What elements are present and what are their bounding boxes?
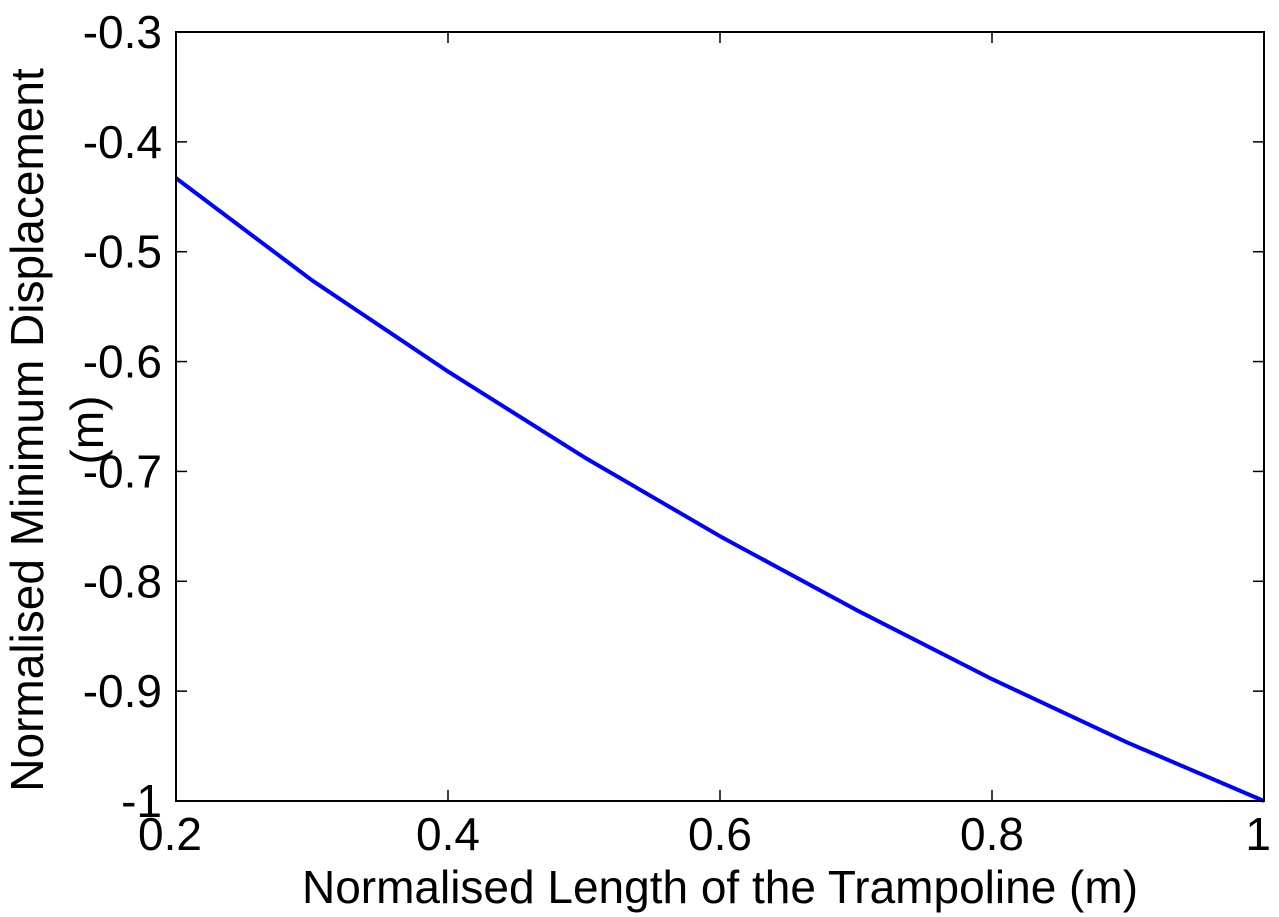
y-tick-label: -0.7 [83,445,162,497]
x-tick-label: 0.4 [416,808,480,860]
y-tick-label: -0.4 [83,116,162,168]
x-tick-label: 0.8 [960,808,1024,860]
y-axis-label-unit: (m) [61,396,113,465]
y-tick-label: -1 [121,775,162,827]
y-tick-label: -0.5 [83,226,162,278]
y-tick-label: -0.8 [83,555,162,607]
y-tick-label: -0.3 [83,6,162,58]
x-tick-label: 0.6 [688,808,752,860]
y-axis-label: Normalised Minimum Displacement [1,68,53,792]
x-tick-label: 0.2 [138,808,202,860]
x-tick-label: 1 [1245,808,1271,860]
series-line [174,176,1265,803]
plot-frame [175,31,1265,802]
x-axis-label: Normalised Length of the Trampoline (m) [302,861,1138,913]
series-layer [174,176,1265,803]
y-tick-label: -0.6 [83,336,162,388]
tick-labels: 0.2 0.4 0.6 0.8 1 -0.3 -0.4 -0.5 -0.6 -0.7 -0.8 -0.… [83,6,1271,860]
plot-background [176,32,1264,801]
y-tick-label: -0.9 [83,665,162,717]
